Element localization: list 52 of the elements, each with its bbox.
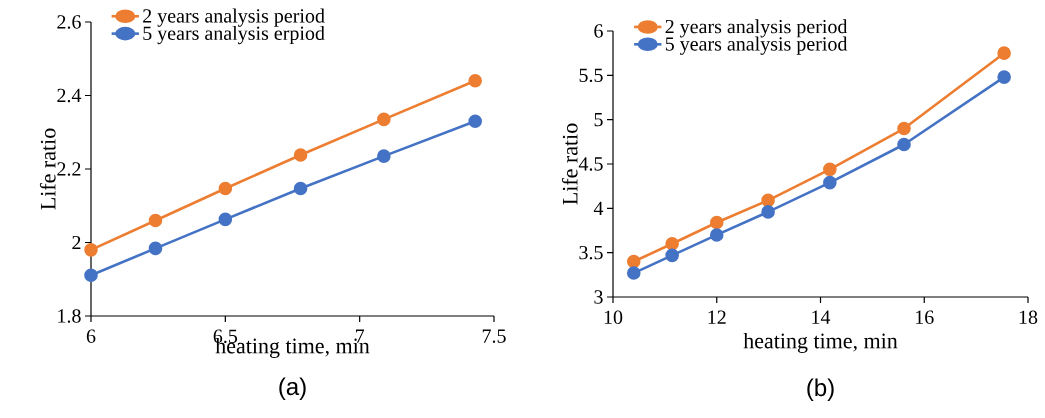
point bbox=[626, 266, 641, 280]
point bbox=[997, 70, 1011, 84]
y-tick-label: 4.5 bbox=[578, 157, 603, 171]
point bbox=[218, 212, 233, 227]
point bbox=[761, 193, 775, 208]
point bbox=[626, 254, 641, 269]
x-axis-title: heating time, min bbox=[743, 332, 898, 353]
point bbox=[148, 241, 163, 256]
y-tick-label: 3.5 bbox=[579, 245, 603, 260]
point bbox=[823, 175, 837, 190]
y-axis-title: Life ratio bbox=[561, 123, 578, 205]
point bbox=[997, 46, 1011, 60]
x-tick-label: 14 bbox=[812, 310, 831, 324]
point bbox=[84, 268, 98, 283]
point bbox=[897, 137, 911, 152]
legend-label: 2 years analysis period bbox=[665, 19, 848, 38]
point bbox=[823, 162, 837, 177]
point bbox=[148, 213, 163, 228]
y-tick-label: 6 bbox=[594, 24, 603, 38]
point bbox=[709, 215, 724, 230]
point bbox=[468, 114, 482, 129]
y-axis-title: Life ratio bbox=[39, 128, 56, 210]
point bbox=[665, 237, 679, 251]
x-tick-label: 12 bbox=[708, 310, 726, 324]
point bbox=[709, 228, 724, 242]
point bbox=[897, 121, 911, 136]
y-tick-label: 2 bbox=[72, 235, 81, 250]
x-tick-label: 7.5 bbox=[482, 329, 506, 343]
x-tick-label: 10 bbox=[604, 310, 623, 325]
x-tick-label: 18 bbox=[1019, 310, 1038, 325]
point bbox=[84, 243, 98, 257]
y-tick-label: 2.4 bbox=[57, 88, 82, 103]
text: (b) bbox=[807, 378, 834, 401]
y-tick-label: 1.8 bbox=[58, 309, 81, 323]
x-tick-label: 16 bbox=[916, 310, 934, 324]
legend-label: 2 years analysis period bbox=[143, 8, 325, 27]
point bbox=[377, 149, 391, 163]
text: (a) bbox=[279, 377, 306, 400]
x-tick-label: 6 bbox=[86, 329, 96, 343]
y-tick-label: 5 bbox=[594, 113, 603, 127]
y-tick-label: 2.6 bbox=[57, 15, 81, 29]
point bbox=[377, 112, 391, 127]
y-tick-label: 2.2 bbox=[57, 162, 81, 176]
point bbox=[293, 148, 308, 162]
point bbox=[218, 181, 233, 196]
y-tick-label: 3 bbox=[594, 290, 603, 304]
point bbox=[761, 205, 775, 219]
point bbox=[665, 248, 679, 263]
y-tick-label: 5.5 bbox=[579, 68, 603, 83]
y-tick-label: 4 bbox=[593, 201, 604, 215]
point bbox=[293, 181, 308, 196]
point bbox=[468, 74, 482, 88]
